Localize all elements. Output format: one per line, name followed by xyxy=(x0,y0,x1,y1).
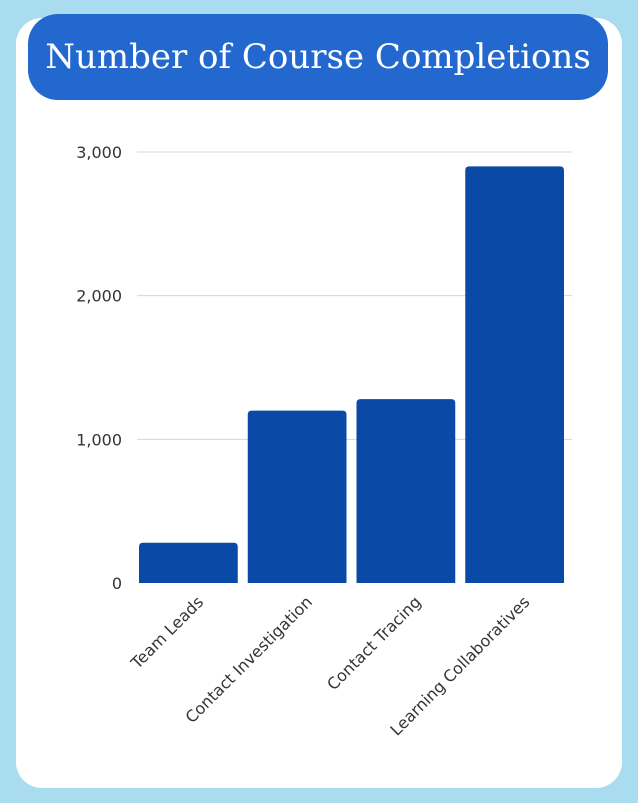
y-tick-label: 3,000 xyxy=(76,143,122,162)
y-tick-label: 2,000 xyxy=(76,287,122,306)
bar-learning-collaboratives xyxy=(465,166,564,583)
bar-contact-investigation xyxy=(247,410,347,583)
y-axis-ticks: 0 1,000 2,000 3,000 xyxy=(76,143,122,593)
y-tick-label: 0 xyxy=(112,574,122,593)
x-category-label: Contact Investigation xyxy=(181,592,315,726)
x-category-label: Contact Tracing xyxy=(323,592,425,694)
bars xyxy=(139,166,564,583)
bar-contact-tracing xyxy=(356,399,456,583)
x-category-label: Team Leads xyxy=(126,592,207,673)
y-tick-label: 1,000 xyxy=(76,430,122,449)
bar-team-leads xyxy=(139,542,238,583)
chart-title-banner: Number of Course Completions xyxy=(28,14,608,100)
chart-title: Number of Course Completions xyxy=(45,37,591,77)
